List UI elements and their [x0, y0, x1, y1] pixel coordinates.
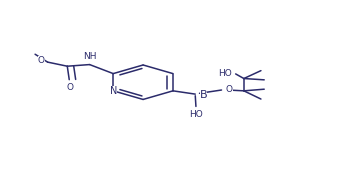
Text: O: O	[66, 83, 73, 92]
Text: HO: HO	[219, 69, 232, 78]
Text: O: O	[226, 85, 233, 94]
Text: B: B	[199, 90, 207, 100]
Text: O: O	[38, 56, 44, 65]
Text: HO: HO	[189, 110, 203, 119]
Text: N: N	[109, 86, 117, 96]
Text: NH: NH	[83, 52, 97, 61]
